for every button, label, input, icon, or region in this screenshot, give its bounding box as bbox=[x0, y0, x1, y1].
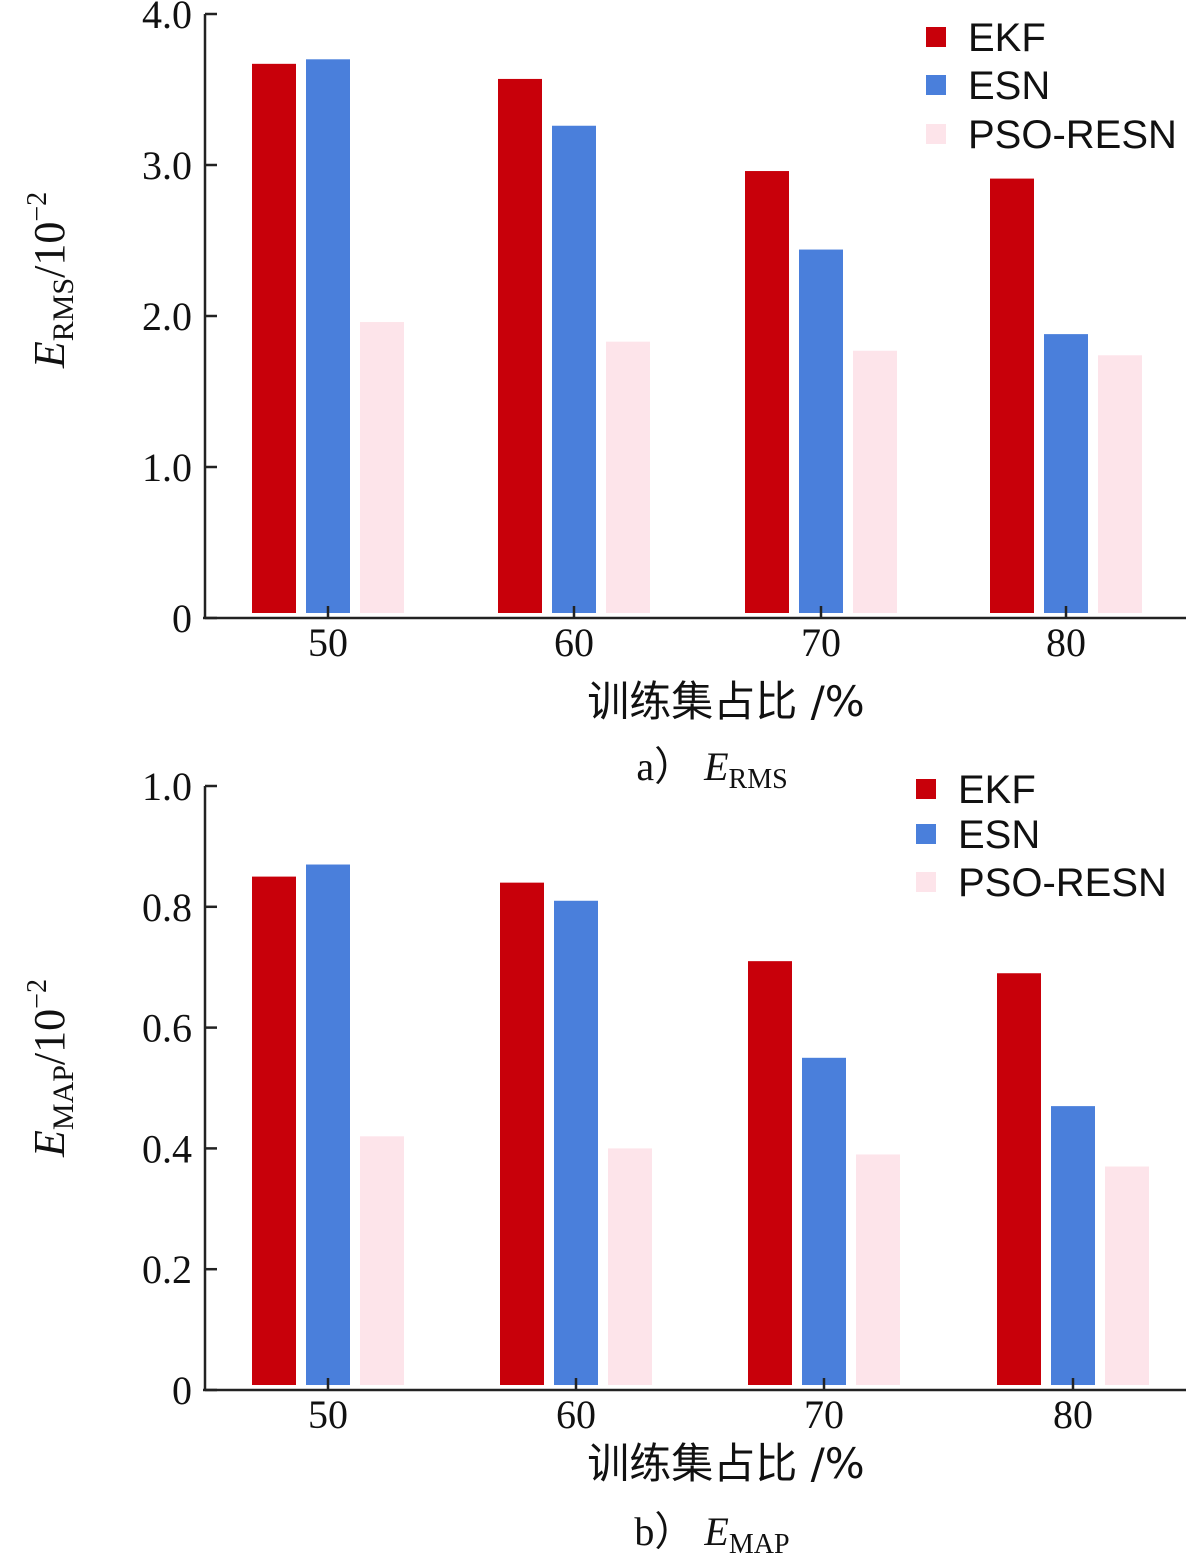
bar-ekf-80 bbox=[997, 973, 1041, 1385]
bar-esn-80 bbox=[1044, 334, 1088, 613]
panel-b-y-tick-label: 0.8 bbox=[142, 885, 192, 930]
bar-esn-60 bbox=[554, 900, 598, 1385]
panel-b-y-tick-label: 0.4 bbox=[142, 1126, 192, 1171]
panel-a-y-tick-label: 0 bbox=[172, 596, 192, 641]
panel-b-x-tick-label: 60 bbox=[556, 1392, 596, 1437]
panel-a-y-tick-label: 2.0 bbox=[142, 294, 192, 339]
panel-b-x-axis-label: 训练集占比 /% bbox=[587, 1439, 864, 1488]
bar-ekf-50 bbox=[252, 63, 296, 613]
bar-pso-resn-70 bbox=[856, 1154, 900, 1385]
panel-b-x-tick-label: 70 bbox=[804, 1392, 844, 1437]
bar-esn-80 bbox=[1051, 1106, 1095, 1385]
panel-a-y-tick-label: 3.0 bbox=[142, 143, 192, 188]
panel-b-y-tick-label: 0.2 bbox=[142, 1247, 192, 1292]
panel-a-x-tick-label: 70 bbox=[801, 620, 841, 665]
chart-panel-a: 0 1.0 2.0 3.0 4.0 50 60 70 80 EKF ESN PSO-RESN E… bbox=[22, 0, 1186, 795]
legend-label-pso-resn: PSO-RESN bbox=[968, 113, 1177, 157]
legend-swatch-pso-resn bbox=[926, 124, 946, 144]
panel-a-x-tick-label: 80 bbox=[1046, 620, 1086, 665]
bar-pso-resn-80 bbox=[1105, 1166, 1149, 1385]
panel-b-caption: b） EMAP bbox=[634, 1509, 789, 1555]
chart-panel-b: 0 0.2 0.4 0.6 0.8 1.0 50 60 70 80 EKF ESN PSO-RES… bbox=[22, 764, 1186, 1555]
panel-b-y-tick-label: 1.0 bbox=[142, 764, 192, 809]
panel-b-legend: EKF ESN PSO-RESN bbox=[916, 768, 1167, 905]
legend-label-ekf: EKF bbox=[968, 16, 1046, 60]
legend-swatch-ekf bbox=[916, 779, 936, 799]
panel-b-x-tick-label: 50 bbox=[308, 1392, 348, 1437]
panel-a-y-axis-label: ERMS/10−2 bbox=[22, 192, 80, 369]
bar-ekf-70 bbox=[748, 961, 792, 1385]
panel-a-y-tick-label: 1.0 bbox=[142, 445, 192, 490]
legend-label-esn: ESN bbox=[958, 813, 1040, 857]
legend-swatch-esn bbox=[916, 824, 936, 844]
panel-b-y-tick-label: 0.6 bbox=[142, 1006, 192, 1051]
bar-ekf-50 bbox=[252, 876, 296, 1385]
bar-pso-resn-60 bbox=[606, 341, 650, 613]
bar-esn-70 bbox=[799, 249, 843, 613]
legend-swatch-ekf bbox=[926, 27, 946, 47]
bar-ekf-80 bbox=[990, 178, 1034, 613]
panel-b-plot-area: 0 0.2 0.4 0.6 0.8 1.0 50 60 70 80 bbox=[142, 764, 1149, 1437]
bar-pso-resn-60 bbox=[608, 1148, 652, 1385]
bar-ekf-60 bbox=[498, 78, 542, 614]
bar-esn-50 bbox=[306, 864, 350, 1385]
legend-label-esn: ESN bbox=[968, 64, 1050, 108]
bar-pso-resn-80 bbox=[1098, 355, 1142, 613]
panel-a-caption: a） ERMS bbox=[636, 744, 787, 795]
panel-b-y-axis-label: EMAP/10−2 bbox=[22, 979, 80, 1158]
panel-a-legend: EKF ESN PSO-RESN bbox=[926, 16, 1177, 157]
bar-pso-resn-50 bbox=[360, 322, 404, 613]
panel-a-x-axis-label: 训练集占比 /% bbox=[587, 677, 864, 726]
panel-b-y-tick-label: 0 bbox=[172, 1368, 192, 1413]
panel-b-x-tick-label: 80 bbox=[1053, 1392, 1093, 1437]
panel-a-y-tick-label: 4.0 bbox=[142, 0, 192, 37]
bar-esn-50 bbox=[306, 59, 350, 614]
legend-swatch-esn bbox=[926, 75, 946, 95]
panel-a-x-tick-label: 60 bbox=[554, 620, 594, 665]
bar-pso-resn-70 bbox=[853, 350, 897, 613]
bar-ekf-60 bbox=[500, 882, 544, 1385]
legend-label-ekf: EKF bbox=[958, 768, 1036, 812]
bar-pso-resn-50 bbox=[360, 1136, 404, 1385]
panel-a-plot-area: 0 1.0 2.0 3.0 4.0 50 60 70 80 bbox=[142, 0, 1142, 665]
legend-label-pso-resn: PSO-RESN bbox=[958, 861, 1167, 905]
bar-ekf-70 bbox=[745, 171, 789, 614]
panel-a-x-tick-label: 50 bbox=[308, 620, 348, 665]
legend-swatch-pso-resn bbox=[916, 872, 936, 892]
bar-esn-70 bbox=[802, 1057, 846, 1385]
bar-esn-60 bbox=[552, 125, 596, 614]
